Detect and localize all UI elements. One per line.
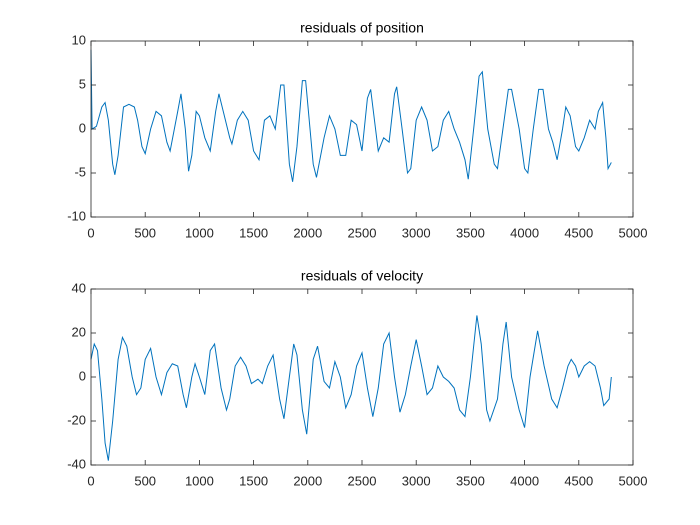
x-tick-label: 0 — [87, 225, 94, 240]
x-tick-label: 4000 — [510, 225, 539, 240]
y-tick-label: 0 — [79, 368, 86, 383]
x-tick-label: 3500 — [456, 473, 485, 488]
y-tick-label: 10 — [72, 32, 86, 47]
x-tick-label: 4000 — [510, 473, 539, 488]
x-tick-label: 2500 — [348, 473, 377, 488]
axes-background — [91, 289, 633, 465]
data-line — [90, 315, 612, 461]
chart-title: residuals of position — [300, 20, 424, 36]
y-tick-label: 40 — [72, 280, 86, 295]
x-tick-label: 2000 — [293, 473, 322, 488]
x-tick-label: 5000 — [619, 225, 648, 240]
y-tick-label: -20 — [67, 412, 86, 427]
y-tick-label: 20 — [72, 324, 86, 339]
x-tick-label: 3000 — [402, 473, 431, 488]
x-tick-label: 4500 — [564, 473, 593, 488]
axes-background — [91, 41, 633, 217]
y-tick-label: 5 — [79, 76, 86, 91]
x-tick-label: 4500 — [564, 225, 593, 240]
x-tick-label: 1000 — [185, 225, 214, 240]
x-tick-label: 1500 — [239, 225, 268, 240]
x-tick-label: 500 — [134, 225, 156, 240]
x-tick-label: 500 — [134, 473, 156, 488]
y-tick-label: 0 — [79, 120, 86, 135]
y-tick-label: -40 — [67, 456, 86, 471]
x-tick-label: 5000 — [619, 473, 648, 488]
x-tick-label: 0 — [87, 473, 94, 488]
x-tick-label: 1500 — [239, 473, 268, 488]
y-tick-label: -5 — [74, 164, 86, 179]
y-tick-label: -10 — [67, 208, 86, 223]
data-line — [90, 49, 612, 182]
x-tick-label: 2500 — [348, 225, 377, 240]
x-tick-label: 2000 — [293, 225, 322, 240]
chart-title: residuals of velocity — [301, 268, 423, 284]
x-tick-label: 3000 — [402, 225, 431, 240]
x-tick-label: 1000 — [185, 473, 214, 488]
x-tick-label: 3500 — [456, 225, 485, 240]
